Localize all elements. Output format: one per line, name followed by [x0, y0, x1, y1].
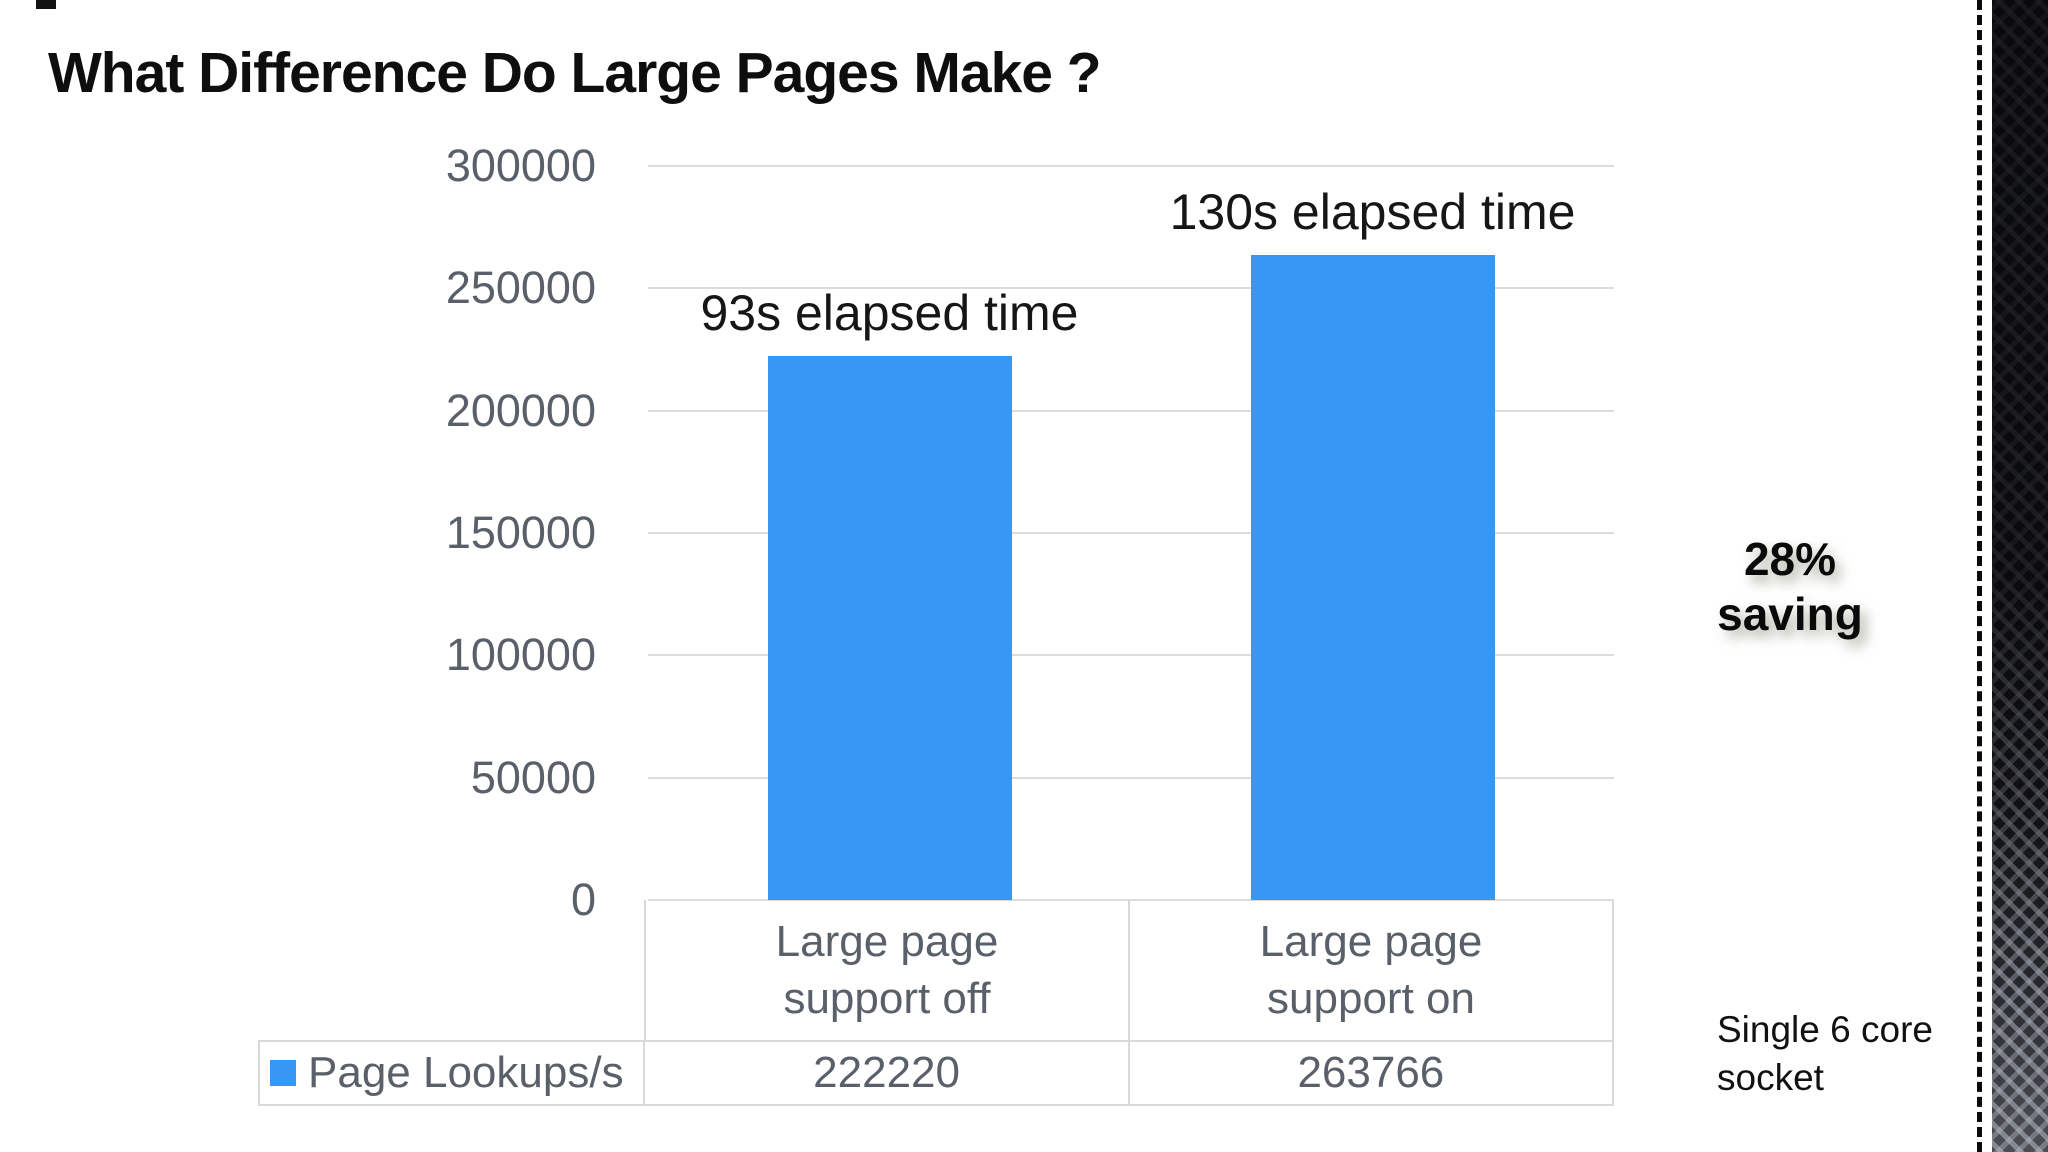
y-tick-label: 250000 — [445, 262, 596, 314]
legend-swatch-icon — [270, 1060, 296, 1086]
gridline — [648, 899, 1614, 901]
y-tick-label: 200000 — [445, 384, 596, 436]
gridline — [648, 776, 1614, 779]
bar-data-label: 93s elapsed time — [700, 285, 1079, 342]
saving-word: saving — [1717, 588, 1863, 640]
footnote-socket-note: Single 6 core socket — [1717, 1009, 1933, 1098]
legend-series-label: Page Lookups/s — [308, 1048, 624, 1097]
y-tick-label: 300000 — [445, 140, 596, 191]
saving-percent: 28% — [1743, 533, 1837, 585]
legend-cell: Page Lookups/s — [260, 1042, 646, 1104]
gridline — [648, 409, 1614, 412]
y-tick-label: 100000 — [445, 629, 596, 681]
data-table-value-row: Page Lookups/s 222220 263766 — [258, 1040, 1614, 1106]
data-table-category-row: Large page support off Large page support… — [644, 900, 1614, 1040]
gridline — [648, 532, 1614, 534]
gridline — [648, 287, 1614, 290]
y-tick-label: 150000 — [445, 507, 596, 558]
gridline — [648, 654, 1614, 657]
saving-badge-text: 28% saving — [1604, 416, 1976, 758]
bar-large-page-off — [767, 356, 1012, 900]
screen-artifact-mark — [36, 0, 56, 9]
y-tick-label: 50000 — [470, 751, 596, 803]
carbon-fiber-texture-strip — [1992, 0, 2048, 1152]
slide-title: What Difference Do Large Pages Make ? — [48, 41, 1102, 105]
category-label: Large page support on — [1259, 917, 1483, 1023]
table-cell-category: Large page support on — [1130, 900, 1614, 1040]
page-edge-dashed-line — [1977, 0, 1982, 1152]
y-tick-label: 0 — [570, 874, 596, 925]
table-cell-value: 222220 — [645, 1042, 1130, 1104]
bar-data-label: 130s elapsed time — [1169, 183, 1576, 240]
table-cell-category: Large page support off — [646, 900, 1130, 1040]
category-label: Large page support off — [775, 917, 999, 1023]
bar-large-page-on — [1250, 254, 1495, 900]
table-cell-value: 263766 — [1130, 1042, 1614, 1104]
gridline — [648, 165, 1614, 167]
saving-badge: 28% saving — [1604, 416, 1976, 758]
